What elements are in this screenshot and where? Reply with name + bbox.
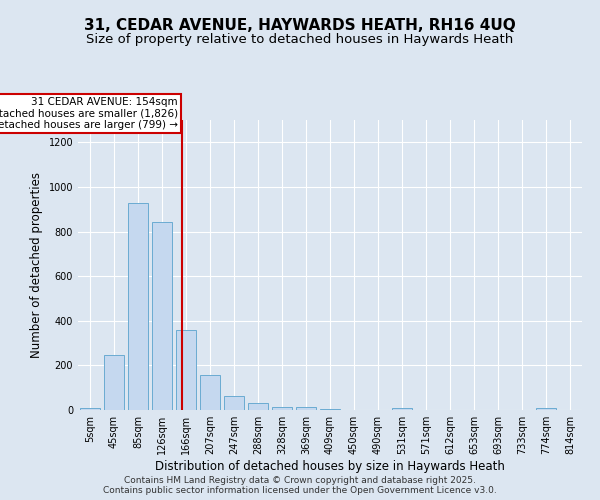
Bar: [224, 396, 244, 410]
Bar: [320, 409, 340, 410]
Bar: [80, 408, 100, 410]
Text: Contains HM Land Registry data © Crown copyright and database right 2025.
Contai: Contains HM Land Registry data © Crown c…: [103, 476, 497, 495]
Bar: [152, 222, 172, 410]
Bar: [296, 408, 316, 410]
Bar: [128, 202, 148, 410]
Bar: [200, 376, 220, 410]
Bar: [272, 406, 292, 410]
Text: 31 CEDAR AVENUE: 154sqm
← 69% of detached houses are smaller (1,826)
30% of semi: 31 CEDAR AVENUE: 154sqm ← 69% of detache…: [0, 97, 178, 130]
Y-axis label: Number of detached properties: Number of detached properties: [30, 172, 43, 358]
Bar: [248, 404, 268, 410]
X-axis label: Distribution of detached houses by size in Haywards Heath: Distribution of detached houses by size …: [155, 460, 505, 473]
Bar: [392, 408, 412, 410]
Bar: [536, 408, 556, 410]
Text: 31, CEDAR AVENUE, HAYWARDS HEATH, RH16 4UQ: 31, CEDAR AVENUE, HAYWARDS HEATH, RH16 4…: [84, 18, 516, 32]
Bar: [176, 330, 196, 410]
Bar: [104, 354, 124, 410]
Text: Size of property relative to detached houses in Haywards Heath: Size of property relative to detached ho…: [86, 32, 514, 46]
